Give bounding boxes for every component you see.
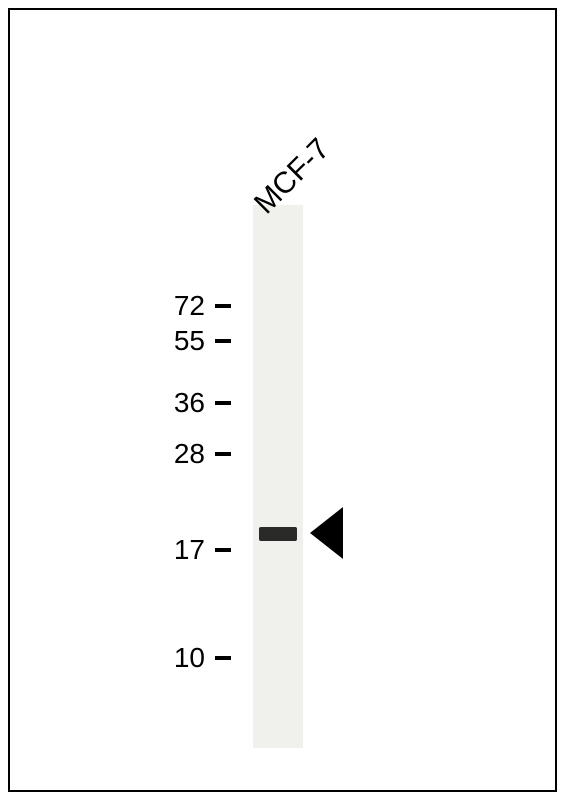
mw-label: 17 — [145, 534, 205, 566]
mw-tick — [215, 401, 231, 405]
mw-label: 28 — [145, 438, 205, 470]
band-pointer-arrow — [310, 507, 343, 559]
mw-tick — [215, 304, 231, 308]
blot-lane — [253, 205, 303, 748]
mw-tick — [215, 339, 231, 343]
mw-tick — [215, 548, 231, 552]
mw-label: 10 — [145, 642, 205, 674]
image-frame: MCF-7 725536281710 — [8, 8, 557, 792]
mw-label: 55 — [145, 325, 205, 357]
western-blot-plot: MCF-7 725536281710 — [10, 10, 555, 790]
blot-band — [259, 527, 297, 541]
mw-label: 72 — [145, 290, 205, 322]
mw-label: 36 — [145, 387, 205, 419]
mw-tick — [215, 452, 231, 456]
mw-tick — [215, 656, 231, 660]
